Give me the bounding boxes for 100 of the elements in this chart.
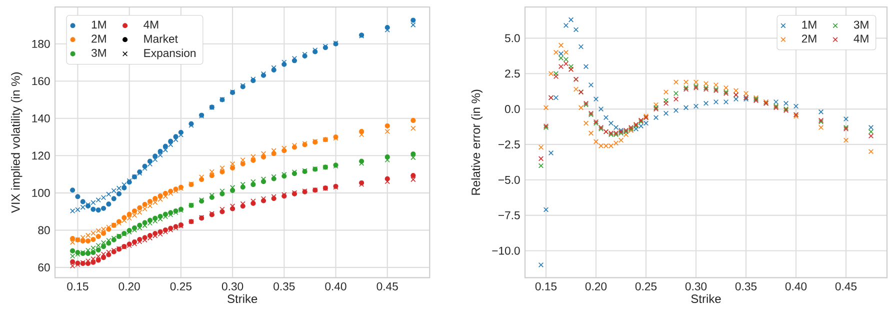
- point: [538, 156, 544, 162]
- point: [593, 96, 599, 102]
- point: [70, 259, 76, 264]
- x-axis-title: Strike: [228, 294, 258, 304]
- point: [588, 82, 594, 88]
- point: [271, 148, 276, 154]
- point: [240, 182, 246, 187]
- point: [199, 174, 204, 180]
- point: [178, 132, 184, 138]
- point: [220, 165, 225, 171]
- point: [583, 120, 589, 126]
- y-tick-label: −5.0: [498, 176, 520, 184]
- point: [673, 90, 679, 96]
- point: [733, 96, 739, 102]
- legend-label: 3M: [91, 48, 106, 57]
- point: [713, 99, 719, 105]
- point: [673, 108, 679, 114]
- point: [538, 144, 544, 150]
- point: [358, 132, 364, 138]
- point: [220, 169, 225, 174]
- point: [673, 96, 679, 102]
- point: [240, 161, 246, 166]
- point: [147, 203, 153, 208]
- x-tick-label: 0.40: [325, 282, 346, 290]
- point: [410, 126, 416, 131]
- point: [663, 89, 669, 95]
- point: [568, 17, 574, 22]
- point: [158, 148, 163, 154]
- point: [703, 100, 709, 106]
- point: [220, 188, 225, 194]
- point: [543, 105, 549, 110]
- point: [603, 114, 609, 120]
- x-tick-label: 0.15: [535, 282, 557, 290]
- point: [410, 118, 416, 123]
- point: [86, 250, 91, 256]
- point: [733, 88, 739, 94]
- point: [553, 71, 559, 76]
- x-tick-label: 0.35: [735, 282, 757, 290]
- point: [96, 247, 101, 252]
- y-tick-label: 60: [38, 263, 50, 272]
- point: [209, 169, 214, 174]
- point: [588, 130, 594, 136]
- y-axis-title: Relative error (in %): [471, 90, 482, 195]
- x-tick-label: 0.30: [685, 282, 707, 290]
- point: [90, 260, 96, 265]
- point: [410, 154, 416, 160]
- x-tick-label: 0.25: [170, 282, 192, 290]
- x-tick-label: 0.20: [118, 282, 140, 290]
- point: [538, 262, 544, 268]
- x-axis-title: Strike: [691, 294, 721, 304]
- point: [578, 105, 584, 110]
- point: [578, 44, 584, 50]
- point: [683, 80, 689, 85]
- legend-label: 2M: [802, 34, 816, 43]
- point: [384, 128, 390, 134]
- x-tick-label: 0.45: [835, 282, 857, 290]
- legend-label: 4M: [854, 34, 868, 42]
- x-tick-label: 0.40: [785, 282, 807, 290]
- point: [593, 139, 599, 144]
- point: [573, 86, 579, 92]
- y-tick-label: 5.0: [505, 34, 520, 42]
- point: [100, 255, 106, 260]
- point: [548, 150, 554, 156]
- point: [868, 124, 874, 130]
- point: [90, 206, 96, 212]
- point: [96, 208, 101, 213]
- point: [132, 212, 138, 218]
- point: [90, 250, 96, 256]
- point: [122, 185, 127, 190]
- point: [260, 151, 266, 156]
- point: [793, 104, 799, 109]
- point: [638, 123, 644, 129]
- legend-label: 2M: [92, 34, 106, 43]
- x-tick-label: 0.30: [222, 282, 244, 290]
- point: [240, 157, 246, 163]
- point: [70, 248, 76, 254]
- point: [553, 95, 559, 100]
- point: [568, 64, 574, 70]
- point: [106, 202, 112, 207]
- x-tick-label: 0.25: [635, 282, 657, 290]
- point: [209, 173, 214, 178]
- point: [563, 50, 569, 55]
- point: [713, 82, 719, 88]
- point: [96, 258, 101, 263]
- point: [230, 165, 236, 170]
- point: [623, 132, 629, 138]
- point: [168, 142, 174, 148]
- point: [111, 196, 116, 202]
- point: [618, 138, 624, 143]
- point: [608, 120, 614, 126]
- point: [723, 99, 729, 105]
- point: [384, 157, 390, 163]
- point: [220, 206, 225, 212]
- point: [250, 158, 256, 163]
- point: [663, 98, 669, 104]
- point: [80, 238, 86, 244]
- point: [573, 27, 579, 32]
- point: [553, 50, 559, 55]
- point: [683, 105, 689, 110]
- legend-label: 1M: [92, 20, 106, 29]
